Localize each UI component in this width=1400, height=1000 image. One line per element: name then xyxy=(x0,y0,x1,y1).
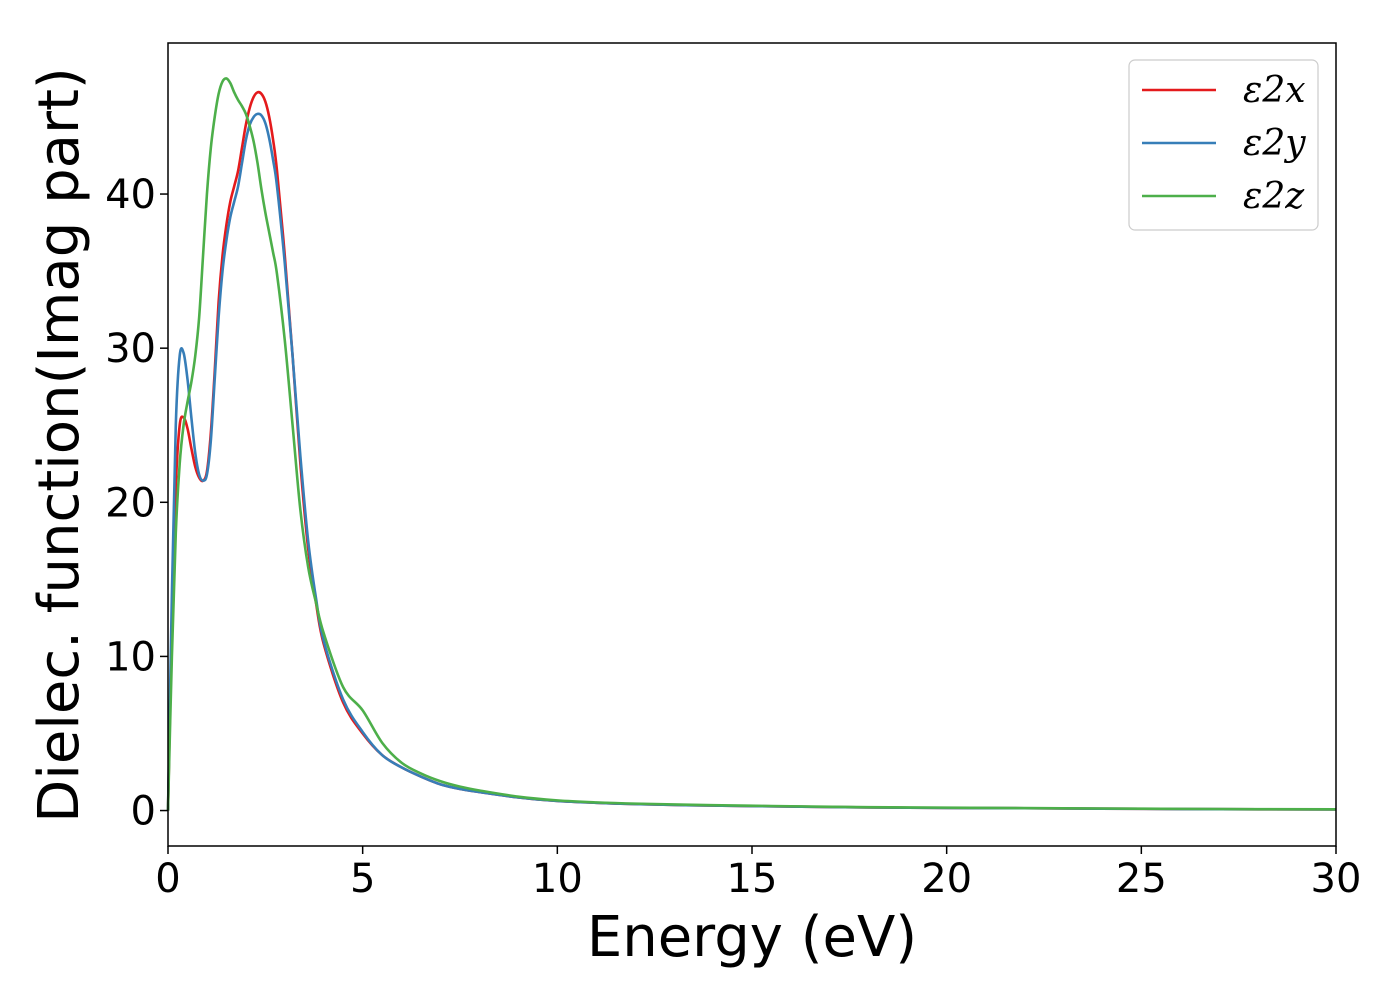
x-axis-ticks: 0 5 10 15 20 25 30 xyxy=(155,846,1361,902)
x-axis-title: Energy (eV) xyxy=(587,905,917,970)
x-tick-label: 20 xyxy=(921,856,972,902)
legend-box xyxy=(1128,59,1319,231)
x-tick-label: 5 xyxy=(350,856,375,902)
x-tick-label: 25 xyxy=(1116,856,1167,902)
legend-label-1: ε2x xyxy=(1243,70,1306,111)
x-tick-label: 0 xyxy=(155,856,180,902)
x-tick-label: 15 xyxy=(727,856,778,902)
legend-label-3: ε2z xyxy=(1243,176,1305,217)
plot-lines xyxy=(166,77,1337,811)
legend-label-2: ε2y xyxy=(1243,123,1306,164)
y-axis-ticks: 0 10 20 30 40 xyxy=(105,172,168,835)
y-tick-label: 20 xyxy=(105,480,156,526)
series-line-3 xyxy=(166,77,1337,811)
legend: ε2x ε2y ε2z xyxy=(1128,59,1319,231)
x-tick-label: 10 xyxy=(532,856,583,902)
y-tick-label: 0 xyxy=(131,789,156,835)
y-tick-label: 10 xyxy=(105,634,156,680)
y-axis-title: Dielec. function(Imag part) xyxy=(27,67,92,823)
y-tick-label: 40 xyxy=(105,172,156,218)
x-tick-label: 30 xyxy=(1311,856,1362,902)
y-tick-label: 30 xyxy=(105,326,156,372)
